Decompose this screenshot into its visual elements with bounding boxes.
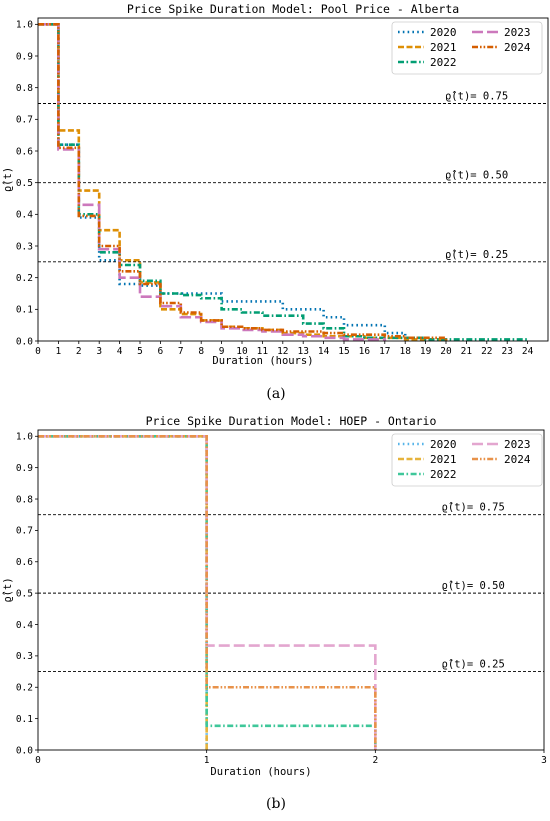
reference-line-label: ϱ̂(t)= 0.25 — [445, 249, 508, 261]
series-2024-line — [38, 23, 448, 341]
chart-svg: Price Spike Duration Model: HOEP - Ontar… — [2, 414, 547, 812]
x-tick-label: 12 — [277, 346, 288, 357]
chart-panel-b: Price Spike Duration Model: HOEP - Ontar… — [0, 408, 550, 817]
reference-line-label: ϱ̂(t)= 0.75 — [445, 91, 508, 103]
y-tick-label: 0.9 — [16, 463, 33, 474]
panel-label: (b) — [266, 796, 286, 812]
reference-line-label: ϱ̂(t)= 0.50 — [442, 580, 505, 592]
x-tick-label: 2 — [76, 346, 82, 357]
chart-title: Price Spike Duration Model: Pool Price -… — [127, 2, 459, 16]
y-tick-label: 0.3 — [16, 241, 33, 252]
legend-label-2020: 2020 — [430, 438, 457, 451]
y-tick-label: 0.7 — [16, 115, 33, 126]
series-2022-line — [38, 23, 529, 341]
y-tick-label: 0.1 — [16, 714, 33, 725]
legend-label-2022: 2022 — [430, 56, 457, 69]
x-tick-label: 17 — [379, 346, 390, 357]
chart-svg: Price Spike Duration Model: Pool Price -… — [2, 2, 549, 402]
x-tick-label: 9 — [219, 346, 225, 357]
y-tick-label: 0.0 — [16, 745, 33, 756]
x-tick-label: 5 — [137, 346, 143, 357]
x-tick-label: 21 — [461, 346, 473, 357]
legend-label-2021: 2021 — [430, 41, 457, 54]
x-tick-label: 0 — [35, 346, 41, 357]
x-tick-label: 6 — [158, 346, 164, 357]
x-axis-label: Duration (hours) — [212, 355, 313, 367]
legend-label-2022: 2022 — [430, 468, 457, 481]
x-tick-label: 18 — [399, 346, 411, 357]
x-tick-label: 15 — [338, 346, 349, 357]
x-tick-label: 22 — [481, 346, 492, 357]
x-tick-label: 16 — [359, 346, 371, 357]
y-tick-label: 0.4 — [16, 620, 33, 631]
y-tick-label: 0.7 — [16, 526, 33, 537]
y-tick-label: 0.5 — [16, 588, 33, 599]
x-tick-label: 1 — [204, 755, 210, 766]
x-tick-label: 13 — [297, 346, 308, 357]
y-tick-label: 0.6 — [16, 557, 33, 568]
x-tick-label: 7 — [178, 346, 184, 357]
x-tick-label: 19 — [420, 346, 432, 357]
reference-line-label: ϱ̂(t)= 0.75 — [442, 502, 505, 514]
legend-box — [391, 21, 543, 75]
x-tick-label: 20 — [440, 346, 452, 357]
x-tick-label: 24 — [522, 346, 534, 357]
legend-box — [391, 433, 543, 487]
x-tick-label: 2 — [372, 755, 378, 766]
y-tick-label: 0.4 — [16, 210, 33, 221]
y-tick-label: 0.5 — [16, 178, 33, 189]
legend-label-2020: 2020 — [430, 26, 457, 39]
x-axis-label: Duration (hours) — [210, 766, 311, 778]
y-axis-label: ϱ̂(t) — [2, 167, 14, 192]
x-tick-label: 11 — [257, 346, 269, 357]
x-tick-label: 14 — [318, 346, 330, 357]
y-tick-label: 1.0 — [16, 432, 33, 443]
y-tick-label: 0.3 — [16, 651, 33, 662]
x-tick-label: 23 — [501, 346, 512, 357]
y-axis-label: ϱ̂(t) — [2, 577, 14, 602]
x-tick-label: 1 — [56, 346, 62, 357]
series-2024-line — [38, 434, 377, 750]
x-tick-label: 10 — [236, 346, 248, 357]
plot-frame — [37, 429, 545, 751]
legend-label-2023: 2023 — [504, 26, 531, 39]
x-tick-label: 8 — [198, 346, 204, 357]
series-2020-line — [38, 23, 407, 341]
y-tick-label: 0.1 — [16, 305, 33, 316]
y-tick-label: 0.6 — [16, 146, 33, 157]
legend-label-2021: 2021 — [430, 453, 457, 466]
y-tick-label: 0.2 — [16, 273, 33, 284]
legend-label-2023: 2023 — [504, 438, 531, 451]
chart-title: Price Spike Duration Model: HOEP - Ontar… — [146, 414, 437, 428]
legend-label-2024: 2024 — [504, 453, 531, 466]
reference-line-label: ϱ̂(t)= 0.50 — [445, 170, 508, 182]
x-tick-label: 4 — [117, 346, 123, 357]
legend-label-2024: 2024 — [504, 41, 531, 54]
plot-frame — [37, 17, 549, 342]
panel-label: (a) — [266, 386, 285, 402]
x-tick-label: 3 — [541, 755, 547, 766]
y-tick-label: 0.8 — [16, 494, 33, 505]
y-tick-label: 0.0 — [16, 336, 33, 347]
y-tick-label: 1.0 — [16, 20, 33, 31]
x-tick-label: 0 — [35, 755, 41, 766]
reference-line-label: ϱ̂(t)= 0.25 — [442, 659, 505, 671]
y-tick-label: 0.2 — [16, 683, 33, 694]
y-tick-label: 0.9 — [16, 51, 33, 62]
x-tick-label: 3 — [96, 346, 102, 357]
y-tick-label: 0.8 — [16, 83, 33, 94]
chart-panel-a: Price Spike Duration Model: Pool Price -… — [0, 0, 550, 405]
